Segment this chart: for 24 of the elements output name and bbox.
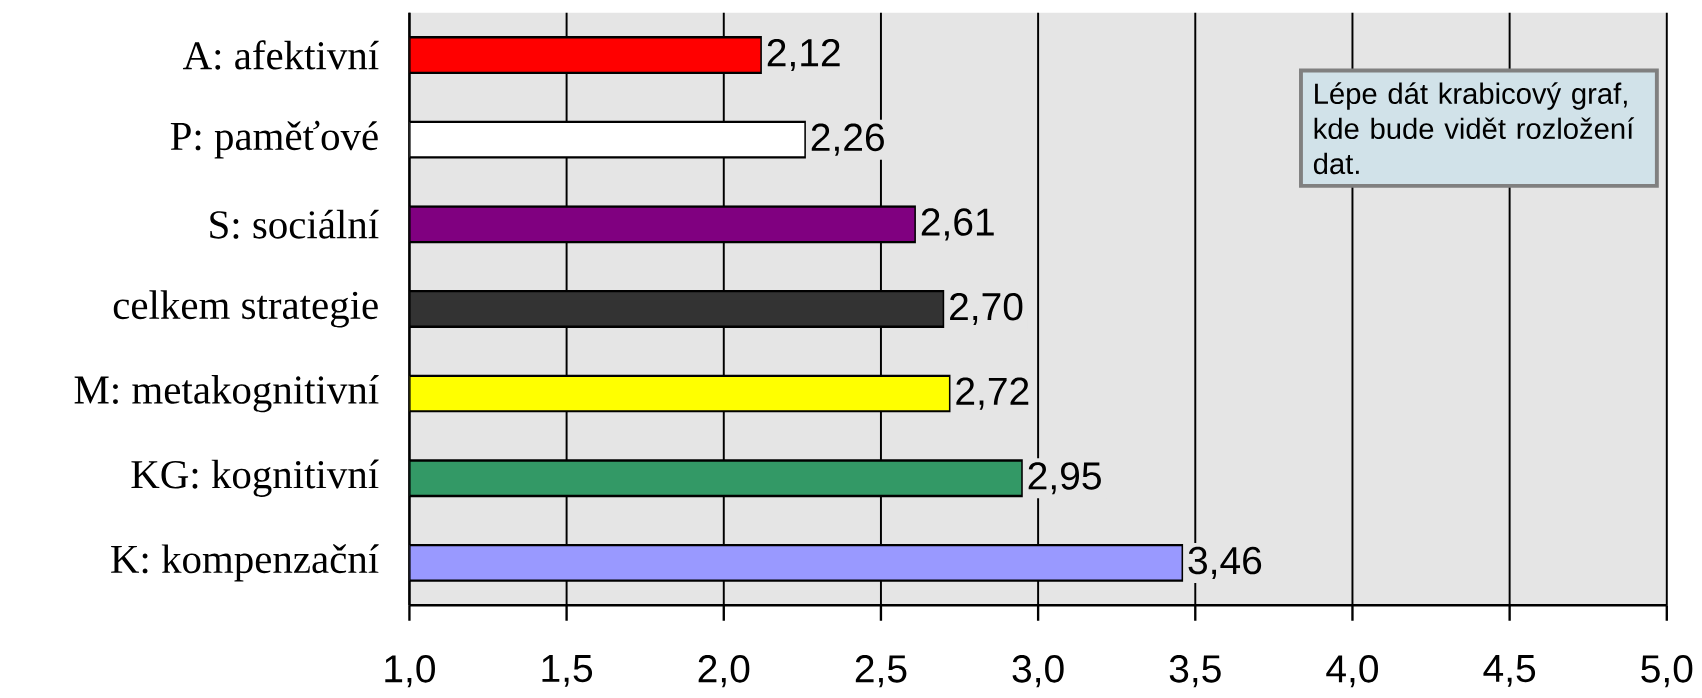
data-label: 2,95 — [1028, 462, 1101, 495]
data-label: 2,72 — [956, 377, 1029, 410]
x-tick-label: 4,0 — [1326, 655, 1379, 688]
y-tick-label: S: sociální — [210, 209, 379, 239]
data-label: 3,46 — [1188, 546, 1262, 579]
data-label: 2,70 — [950, 292, 1023, 325]
data-label: 2,61 — [921, 208, 994, 241]
x-tick-label: 2,0 — [698, 655, 750, 688]
data-label: 2,12 — [767, 38, 840, 72]
y-tick-label: KG: kognitivní — [131, 459, 379, 497]
annotation: Lépe dát krabicový graf, kde bude vidět rozložení dat. — [1313, 82, 1635, 175]
y-tick-label: K: kompenzační — [111, 544, 379, 582]
x-tick-label: 3,0 — [1012, 655, 1064, 688]
x-tick-label: 1,5 — [542, 655, 593, 687]
y-tick-label: P: paměťové — [170, 120, 378, 159]
data-label: 2,26 — [811, 123, 884, 156]
x-tick-label: 1,0 — [385, 655, 435, 688]
x-tick-label: 2,5 — [855, 655, 907, 688]
y-tick-label: A: afektivní — [182, 40, 379, 70]
x-tick-label: 3,5 — [1169, 655, 1221, 688]
y-tick-label: celkem strategie — [113, 290, 378, 328]
x-tick-label: 4,5 — [1483, 655, 1536, 687]
y-tick-label: M: metakognitivní — [74, 374, 379, 413]
x-tick-label: 5,0 — [1641, 655, 1693, 688]
